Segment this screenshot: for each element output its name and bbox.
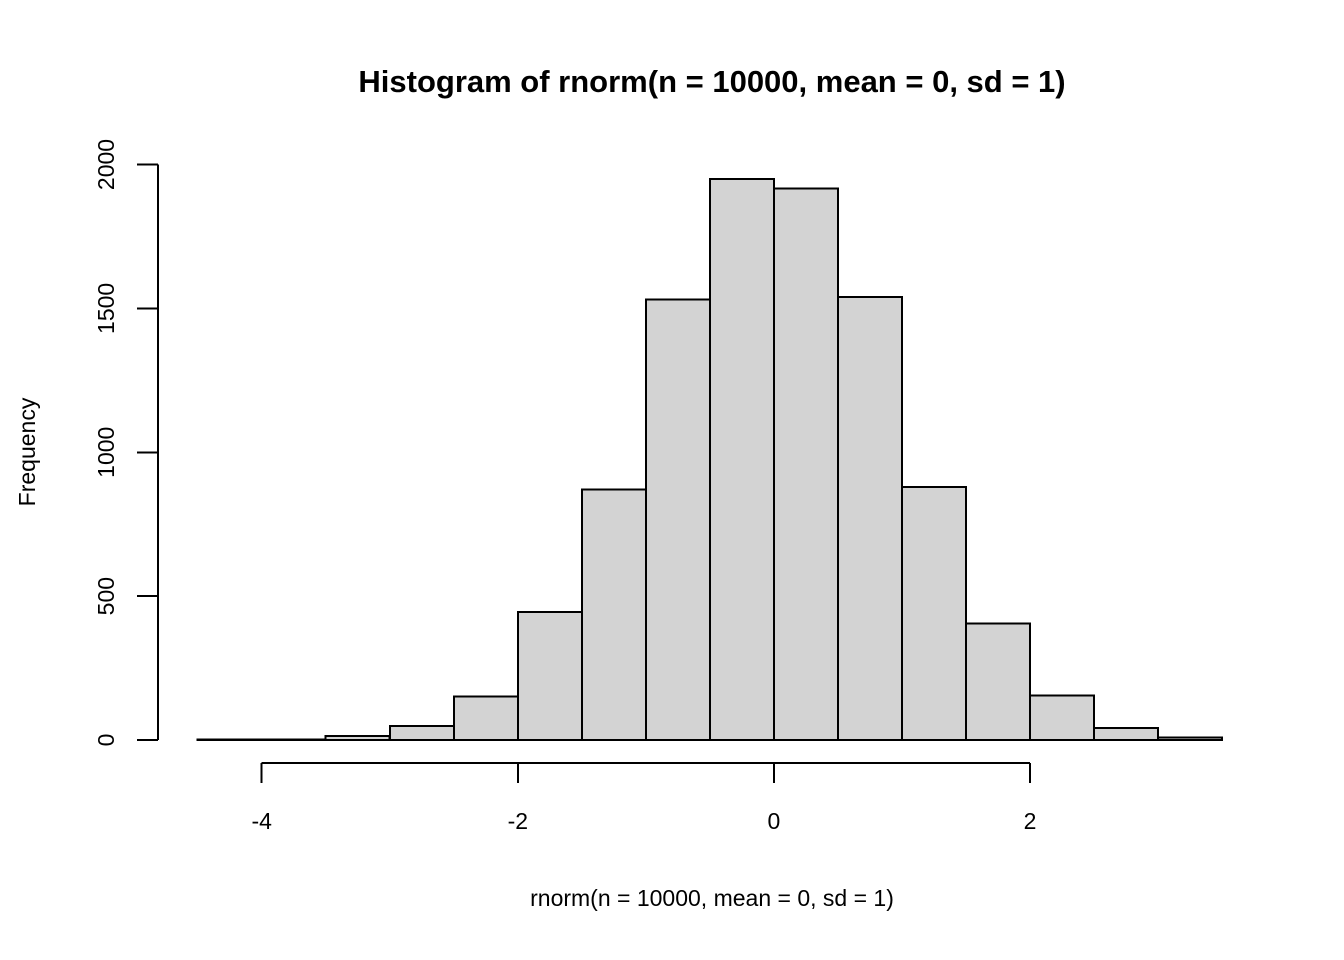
histogram-bar <box>516 611 583 741</box>
x-tick-label: 0 <box>768 808 781 834</box>
histogram-bar <box>324 735 391 741</box>
histogram-bar <box>836 295 903 741</box>
histogram-bar <box>260 738 327 742</box>
histogram-bar <box>452 695 519 741</box>
histogram-bar <box>1157 736 1224 742</box>
histogram-bar <box>901 485 967 741</box>
chart-title: Histogram of rnorm(n = 10000, mean = 0, … <box>358 64 1066 99</box>
y-tick-label: 0 <box>93 734 119 747</box>
x-tick-label: -4 <box>251 808 272 834</box>
y-tick-label: 1500 <box>93 283 119 334</box>
histogram-bar <box>965 622 1031 741</box>
histogram-bar <box>772 187 839 741</box>
histogram-bar <box>388 725 455 742</box>
y-tick-label: 500 <box>93 577 119 615</box>
y-tick-label: 1000 <box>93 427 119 478</box>
x-tick-label: 2 <box>1024 808 1037 834</box>
y-tick-label: 2000 <box>93 139 119 190</box>
histogram-bar <box>1093 727 1159 742</box>
x-tick-label: -2 <box>508 808 528 834</box>
histogram-bar <box>580 488 647 742</box>
x-axis-title: rnorm(n = 10000, mean = 0, sd = 1) <box>530 885 894 911</box>
histogram-bar <box>1029 694 1095 742</box>
histogram-bar <box>708 177 775 741</box>
histogram-bar <box>196 738 263 742</box>
histogram-bar <box>644 298 711 741</box>
